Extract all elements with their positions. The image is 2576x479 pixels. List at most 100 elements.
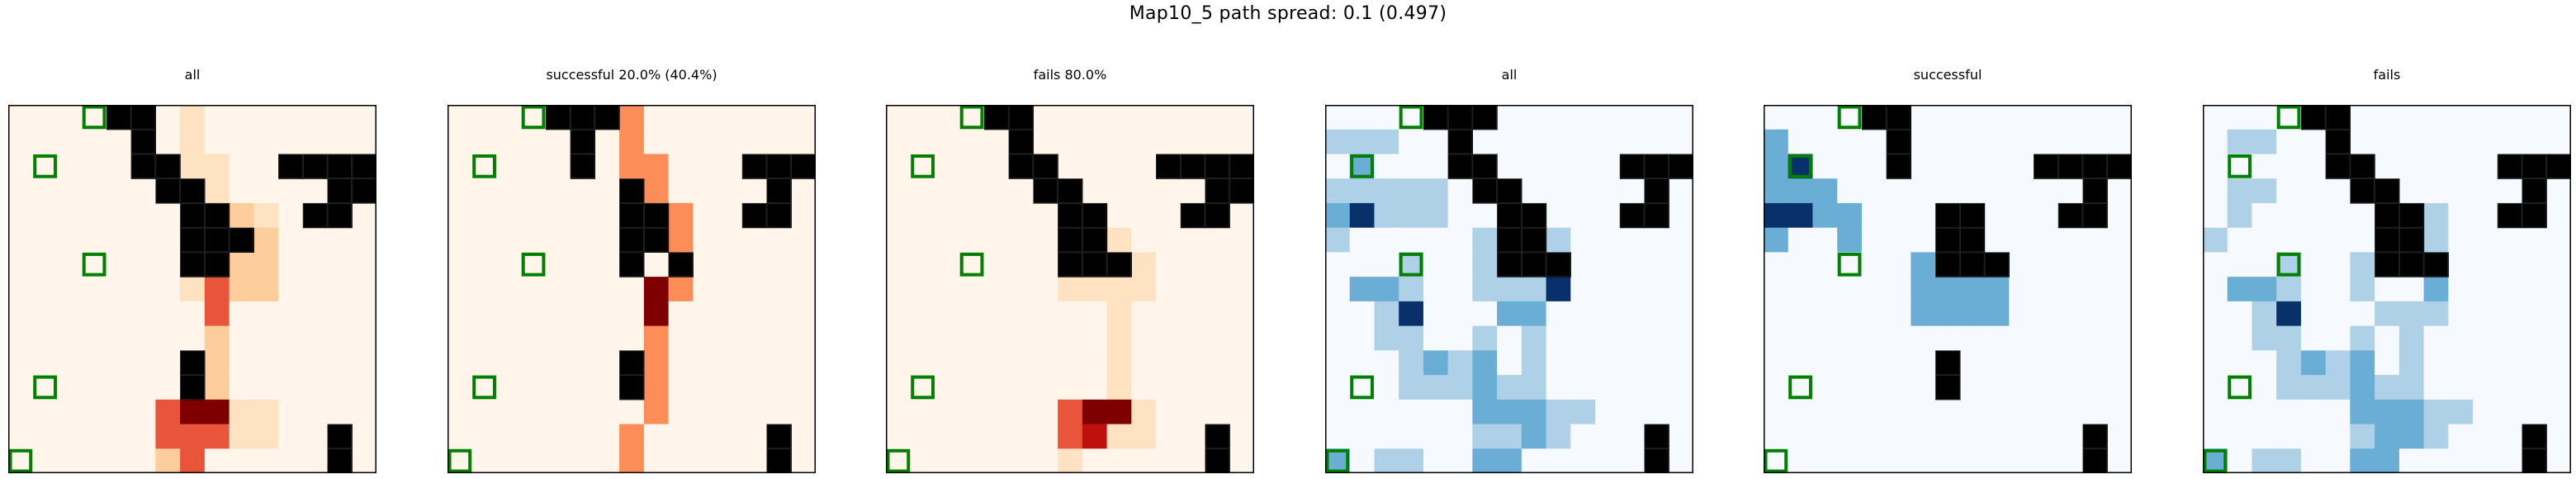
heatmap-cell bbox=[2522, 252, 2547, 277]
heatmap-cell bbox=[2082, 105, 2108, 130]
heatmap-cell bbox=[352, 448, 376, 473]
heatmap-cell bbox=[1447, 448, 1473, 473]
goal-marker bbox=[2228, 154, 2252, 178]
heatmap-cell bbox=[2082, 277, 2108, 302]
heatmap-cell bbox=[2082, 375, 2108, 401]
heatmap-cell bbox=[352, 252, 376, 277]
heatmap-cell bbox=[643, 105, 670, 130]
heatmap-cell bbox=[2082, 325, 2108, 351]
heatmap-cell bbox=[1325, 129, 1351, 155]
wall-cell bbox=[1644, 154, 1669, 179]
goal-marker bbox=[959, 105, 984, 130]
heatmap-cell bbox=[327, 301, 353, 327]
heatmap-cell bbox=[1837, 424, 1863, 449]
heatmap-cell bbox=[1837, 375, 1863, 401]
heatmap-cell bbox=[2057, 448, 2084, 473]
heatmap-cell bbox=[1812, 277, 1838, 302]
heatmap-cell bbox=[1619, 301, 1646, 327]
heatmap-cell bbox=[2009, 448, 2034, 473]
heatmap-cell bbox=[229, 424, 254, 449]
heatmap-cell bbox=[1205, 105, 1230, 130]
heatmap-cell bbox=[668, 202, 694, 229]
heatmap-cell bbox=[886, 325, 912, 351]
wall-cell-outline bbox=[1935, 203, 1960, 228]
heatmap-cell bbox=[2350, 301, 2375, 327]
heatmap-cell bbox=[1472, 399, 1498, 425]
wall-cell-outline bbox=[180, 178, 205, 203]
heatmap-cell bbox=[1106, 129, 1132, 155]
heatmap-cell bbox=[471, 424, 498, 449]
wall-cell-outline bbox=[1644, 154, 1669, 179]
heatmap-cell bbox=[1788, 178, 1814, 204]
wall-cell bbox=[155, 178, 181, 204]
heatmap-cell bbox=[2423, 424, 2449, 449]
heatmap-cell bbox=[2300, 325, 2327, 351]
heatmap-cell bbox=[2473, 399, 2498, 425]
heatmap-cell bbox=[1984, 325, 2010, 351]
heatmap-cell bbox=[1497, 399, 1522, 425]
heatmap-cell bbox=[1788, 277, 1814, 302]
heatmap-cell bbox=[1788, 424, 1814, 449]
heatmap-cell bbox=[2300, 399, 2327, 425]
goal-marker bbox=[2203, 448, 2228, 473]
heatmap-cell bbox=[1156, 424, 1181, 449]
heatmap-cell bbox=[2227, 202, 2253, 229]
heatmap-cell bbox=[327, 399, 353, 425]
heatmap-cell bbox=[1325, 178, 1351, 204]
heatmap-cell bbox=[82, 129, 107, 155]
heatmap-cell bbox=[1349, 301, 1376, 327]
wall-cell bbox=[1959, 202, 1986, 229]
heatmap-cell bbox=[2252, 202, 2277, 229]
heatmap-cell bbox=[959, 301, 985, 327]
heatmap-cell bbox=[766, 105, 792, 130]
heatmap-cell bbox=[2350, 277, 2375, 302]
heatmap-cell bbox=[983, 227, 1010, 253]
heatmap-cell bbox=[2276, 448, 2302, 473]
heatmap-cell bbox=[910, 277, 936, 302]
heatmap-cell bbox=[155, 325, 181, 351]
heatmap-cell bbox=[130, 227, 156, 253]
heatmap-cell bbox=[1106, 325, 1132, 351]
heatmap-cell bbox=[2082, 227, 2108, 253]
heatmap-cell bbox=[1229, 301, 1254, 327]
wall-cell bbox=[2398, 252, 2425, 277]
heatmap-cell bbox=[521, 301, 547, 327]
heatmap-cell bbox=[1423, 129, 1449, 155]
heatmap-cell bbox=[2375, 325, 2400, 351]
heatmap-cell bbox=[1595, 105, 1621, 130]
heatmap-cell bbox=[1156, 448, 1181, 473]
heatmap-cell bbox=[1399, 424, 1424, 449]
heatmap-cell bbox=[2546, 252, 2571, 277]
heatmap-cell bbox=[2009, 227, 2034, 253]
heatmap-cell bbox=[570, 227, 595, 253]
heatmap-cell bbox=[2325, 375, 2351, 401]
heatmap-cell bbox=[2252, 277, 2277, 302]
heatmap-cell bbox=[1472, 277, 1498, 302]
heatmap-cell bbox=[1399, 178, 1424, 204]
heatmap-cell bbox=[1521, 154, 1547, 179]
heatmap-cell bbox=[2398, 350, 2425, 376]
heatmap-cell bbox=[693, 424, 718, 449]
heatmap-cell bbox=[1180, 325, 1206, 351]
heatmap-cell bbox=[106, 375, 132, 401]
heatmap-cell bbox=[1205, 252, 1230, 277]
heatmap-cell bbox=[2057, 301, 2084, 327]
heatmap-cell bbox=[1764, 350, 1789, 376]
heatmap-cell bbox=[447, 154, 473, 179]
heatmap-successful-orange bbox=[447, 105, 816, 473]
heatmap-cell bbox=[204, 129, 230, 155]
heatmap-cell bbox=[1935, 325, 1961, 351]
heatmap-cell bbox=[180, 448, 206, 473]
heatmap-cell bbox=[302, 399, 329, 425]
heatmap-cell bbox=[1058, 154, 1083, 179]
heatmap-cell bbox=[2522, 399, 2547, 425]
wall-cell-outline bbox=[2375, 203, 2399, 228]
heatmap-cell bbox=[1131, 375, 1157, 401]
goal-marker bbox=[447, 448, 472, 473]
heatmap-cell bbox=[447, 178, 473, 204]
heatmap-cell bbox=[1033, 252, 1058, 277]
heatmap-cell bbox=[302, 129, 329, 155]
heatmap-cell bbox=[1472, 325, 1498, 351]
heatmap-cell bbox=[1595, 154, 1621, 179]
heatmap-cell bbox=[496, 301, 522, 327]
